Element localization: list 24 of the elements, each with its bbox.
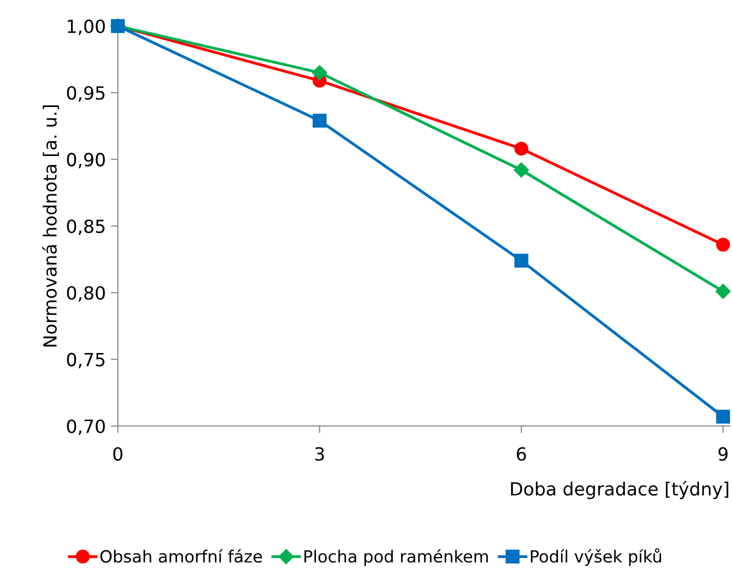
y-tick-label: 0,95 <box>67 86 104 102</box>
x-axis-title: Doba degradace [týdny] <box>511 480 728 500</box>
x-tick-label: 3 <box>315 447 324 461</box>
y-tick-label: 1,00 <box>68 19 105 35</box>
point <box>514 162 529 178</box>
point <box>514 254 528 268</box>
point <box>312 65 328 80</box>
point <box>312 114 327 128</box>
legend-label: Plocha pod raménkem <box>304 549 488 566</box>
y-tick-label: 0,80 <box>67 286 105 302</box>
point <box>514 142 528 156</box>
legend-label: Obsah amorfní fáze <box>100 549 262 563</box>
x-tick-label: 9 <box>718 447 728 461</box>
point <box>716 238 730 252</box>
x-tick-label: 6 <box>516 447 526 461</box>
y-axis-title: Normovaná hodnota [a. u.] <box>42 105 59 346</box>
x-tick-label: 0 <box>113 447 122 461</box>
y-tick-label: 0,70 <box>67 419 105 435</box>
y-tick-label: 0,90 <box>67 152 105 168</box>
point <box>716 284 731 299</box>
legend-label: Podíl výšek píků <box>530 548 662 566</box>
point <box>716 410 730 424</box>
y-tick-label: 0,85 <box>67 219 104 235</box>
y-tick-label: 0,75 <box>67 352 104 368</box>
